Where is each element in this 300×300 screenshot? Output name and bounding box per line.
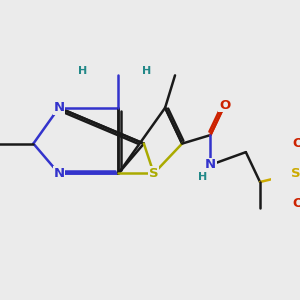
Text: N: N: [205, 158, 216, 171]
Text: S: S: [291, 167, 300, 180]
Text: H: H: [198, 172, 207, 182]
Text: O: O: [292, 137, 300, 150]
Text: H: H: [78, 66, 88, 76]
Text: O: O: [292, 197, 300, 210]
Text: S: S: [149, 167, 159, 180]
Text: N: N: [53, 101, 64, 114]
Text: N: N: [53, 167, 64, 180]
Text: O: O: [219, 99, 230, 112]
Text: H: H: [142, 66, 151, 76]
